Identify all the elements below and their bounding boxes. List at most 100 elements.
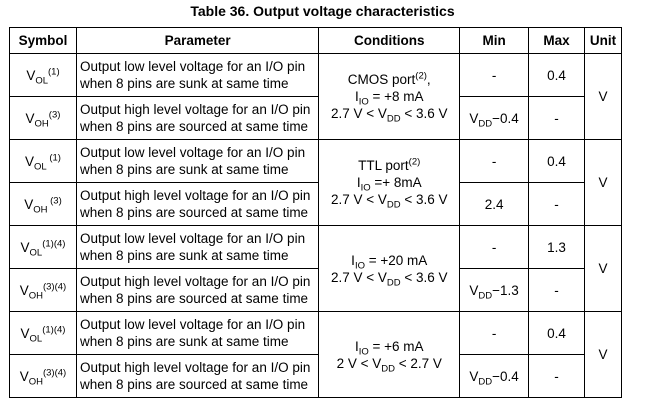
superscript: (2) [408,156,421,168]
table-row: VOH(3)(4) Output high level voltage for a… [9,354,622,398]
unit-cell: V [583,311,623,398]
text: V [20,325,30,341]
text: V [24,196,34,212]
superscript: (1)(4) [42,324,66,335]
parameter-line: when 8 pins are sunk at same time [79,76,289,91]
text: < 2.7 V [394,355,442,371]
max-cell: - [528,96,585,140]
symbol-cell: VOH (3) [9,182,77,226]
symbol-cell: VOH(3)(4) [9,268,77,312]
subscript: DD [386,113,401,125]
subscript: DD [478,118,493,130]
max-cell: - [528,182,585,226]
superscript: (3)(4) [42,367,67,378]
text: V [25,153,35,169]
text: = +6 mA [368,338,424,354]
condition-line: IIO =+ 8mA [322,174,456,194]
subscript: OH [34,118,49,130]
text: - [554,282,559,298]
text: < 3.6 V [400,106,448,121]
symbol-cell: VOL(1)(4) [9,225,77,269]
symbol-cell: VOH(3) [9,96,77,140]
subscript: OH [33,204,48,216]
parameter-cell: Output low level voltage for an I/O pin w… [75,225,320,269]
superscript: (2) [415,70,427,82]
text: CMOS port [347,72,416,87]
min-cell: VDD−1.3 [459,268,530,312]
parameter-cell: Output low level voltage for an I/O pin w… [75,53,320,97]
condition-line: 2.7 V < VDD < 3.6 V [322,191,456,210]
subscript: DD [478,290,493,302]
parameter-line: Output high level voltage for an I/O pin [79,102,311,117]
text: = +8 mA [368,89,424,104]
text: 0.4 [547,325,566,341]
text: - [491,67,497,83]
superscript: (1) [48,66,60,77]
text: - [554,110,559,126]
text: - [491,239,497,255]
conditions-cell: TTL port(2) IIO =+ 8mA 2.7 V < VDD < 3.6 V [318,139,461,226]
text: < 3.6 V [400,269,448,285]
parameter-cell: Output high level voltage for an I/O pin… [75,268,320,312]
text: I [356,175,361,190]
min-cell: - [459,53,530,97]
header-cell: Parameter [75,27,320,54]
parameter-line: when 8 pins are sourced at same time [79,377,309,392]
condition-line: 2.7 V < VDD < 3.6 V [322,105,456,125]
min-cell: VDD−0.4 [459,96,530,140]
text: V [469,110,479,126]
symbol-cell: VOL (1) [9,139,77,183]
text: - [554,196,559,212]
text: - [491,325,497,341]
header-row: Symbol Parameter Conditions Min Max Unit [9,27,623,54]
parameter-line: Output low level voltage for an I/O pin [79,317,306,332]
table-row: VOH (3) Output high level voltage for an … [9,182,622,226]
unit-cell: V [583,225,623,312]
text: −0.4 [492,110,519,126]
min-cell: 2.4 [459,182,530,226]
max-cell: 0.4 [528,53,585,97]
parameter-line: when 8 pins are sourced at same time [79,205,309,220]
text: V [20,239,30,255]
text: V [19,282,29,298]
superscript: (3) [48,109,61,120]
text: TTL port [358,158,409,173]
parameter-line: Output high level voltage for an I/O pin [79,360,311,375]
subscript: OH [28,376,43,388]
parameter-line: Output low level voltage for an I/O pin [79,145,306,160]
min-cell: VDD−0.4 [459,354,530,398]
parameter-cell: Output high level voltage for an I/O pin… [75,96,320,140]
text: V [25,110,35,126]
header-cell: Conditions [318,27,461,54]
parameter-cell: Output high level voltage for an I/O pin… [75,182,320,226]
text: V [19,368,29,384]
max-cell: 1.3 [528,225,585,269]
superscript: (3) [47,195,62,206]
unit-cell: V [583,53,623,140]
conditions-cell: IIO = +6 mA 2 V < VDD < 2.7 V [318,311,461,398]
text: 2.7 V < V [330,106,387,121]
min-cell: - [459,311,530,355]
max-cell: - [528,268,585,312]
condition-line: 2.7 V < VDD < 3.6 V [322,269,456,288]
text: 0.4 [547,67,566,83]
header-cell: Unit [583,27,623,54]
text: I [354,338,359,354]
text: −0.4 [492,368,519,384]
parameter-cell: Output low level voltage for an I/O pin w… [75,139,320,183]
symbol-cell: VOH(3)(4) [9,354,77,398]
parameter-line: Output low level voltage for an I/O pin [79,59,306,74]
text: 0.4 [547,153,566,169]
text: 2.4 [484,196,504,212]
subscript: IO [360,182,371,194]
header-cell: Symbol [9,27,77,54]
parameter-cell: Output high level voltage for an I/O pin… [75,354,320,398]
text: =+ 8mA [370,175,422,190]
table-body: VOL(1) Output low level voltage for an I/… [9,53,623,398]
text: 2.7 V < V [330,192,387,207]
superscript: (1) [46,152,61,163]
subscript: OL [34,161,47,173]
conditions-cell: CMOS port(2), IIO = +8 mA 2.7 V < VDD < 3.… [318,53,461,140]
parameter-cell: Output low level voltage for an I/O pin w… [75,311,320,355]
